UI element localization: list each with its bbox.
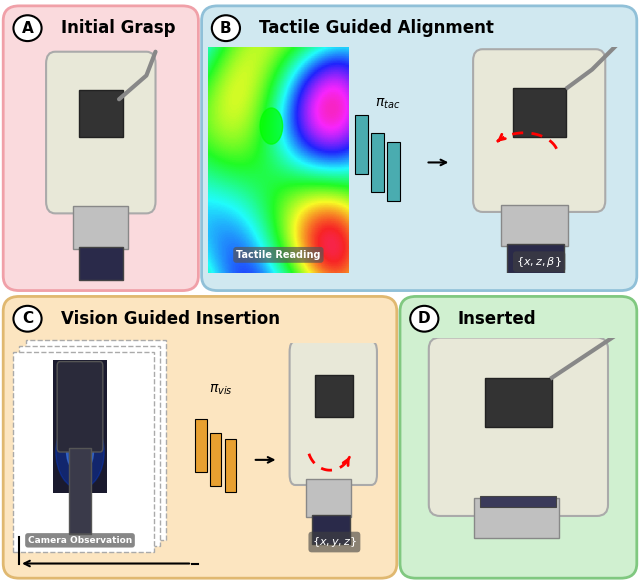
Text: $\pi_{vis}$: $\pi_{vis}$ (209, 382, 232, 397)
FancyBboxPatch shape (316, 375, 353, 417)
Circle shape (73, 441, 86, 463)
FancyBboxPatch shape (26, 340, 166, 540)
Circle shape (260, 108, 283, 144)
FancyBboxPatch shape (513, 87, 566, 137)
FancyBboxPatch shape (79, 247, 123, 280)
Circle shape (13, 306, 42, 332)
Text: Camera Observation: Camera Observation (28, 536, 132, 545)
Text: D: D (418, 311, 431, 326)
Text: Vision Guided Insertion: Vision Guided Insertion (61, 310, 280, 328)
Circle shape (410, 306, 438, 332)
Circle shape (56, 415, 104, 489)
FancyBboxPatch shape (312, 515, 350, 544)
FancyBboxPatch shape (202, 6, 637, 291)
FancyBboxPatch shape (74, 206, 128, 249)
FancyBboxPatch shape (19, 346, 160, 546)
FancyBboxPatch shape (3, 296, 397, 578)
FancyBboxPatch shape (371, 133, 384, 192)
FancyBboxPatch shape (474, 498, 559, 538)
FancyBboxPatch shape (79, 90, 123, 137)
FancyBboxPatch shape (502, 205, 568, 246)
FancyBboxPatch shape (13, 352, 154, 552)
Text: C: C (22, 311, 33, 326)
Circle shape (212, 15, 240, 41)
FancyBboxPatch shape (507, 244, 564, 273)
FancyBboxPatch shape (387, 142, 400, 201)
Text: Inserted: Inserted (458, 310, 536, 328)
FancyBboxPatch shape (400, 296, 637, 578)
FancyBboxPatch shape (473, 49, 605, 212)
Text: B: B (220, 21, 232, 36)
FancyBboxPatch shape (3, 6, 198, 291)
FancyBboxPatch shape (53, 359, 107, 493)
FancyBboxPatch shape (46, 52, 156, 214)
FancyBboxPatch shape (485, 377, 552, 427)
FancyBboxPatch shape (429, 338, 608, 516)
FancyBboxPatch shape (195, 419, 207, 471)
FancyBboxPatch shape (307, 478, 351, 517)
FancyBboxPatch shape (69, 448, 91, 534)
FancyBboxPatch shape (480, 496, 557, 507)
Text: Tactile Reading: Tactile Reading (236, 250, 321, 260)
Text: Tactile Guided Alignment: Tactile Guided Alignment (259, 19, 494, 37)
Text: $\{x, z, \beta\}$: $\{x, z, \beta\}$ (516, 255, 562, 269)
Circle shape (13, 15, 42, 41)
Text: Initial Grasp: Initial Grasp (61, 19, 175, 37)
FancyBboxPatch shape (355, 116, 368, 174)
FancyBboxPatch shape (57, 362, 103, 452)
Text: A: A (22, 21, 33, 36)
FancyBboxPatch shape (210, 433, 221, 486)
Text: $\{x, y, z\}$: $\{x, y, z\}$ (312, 535, 357, 549)
Text: $\pi_{tac}$: $\pi_{tac}$ (374, 96, 400, 111)
Circle shape (67, 431, 93, 473)
FancyBboxPatch shape (225, 439, 236, 492)
FancyBboxPatch shape (289, 341, 377, 485)
